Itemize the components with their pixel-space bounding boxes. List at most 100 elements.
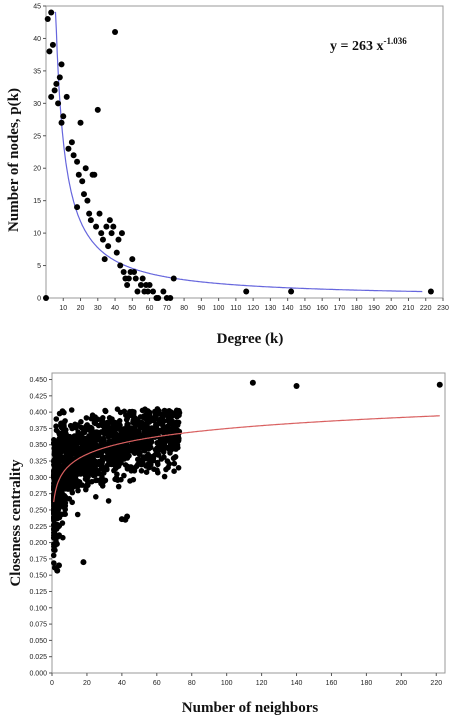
data-point (67, 422, 74, 429)
data-point (120, 269, 127, 276)
data-point (175, 465, 182, 471)
data-point (87, 217, 94, 224)
data-point (94, 106, 101, 113)
data-point (55, 523, 62, 530)
data-point (99, 440, 105, 447)
x-tick-label: 70 (163, 305, 171, 312)
y-tick-label: 0.450 (29, 377, 47, 384)
y-tick-label: 0.075 (29, 622, 47, 629)
data-point (75, 487, 81, 494)
data-point (56, 74, 63, 81)
data-point (77, 119, 84, 126)
y-tick-label: 35 (33, 68, 41, 75)
data-point (94, 437, 100, 443)
y-tick-label: 0 (37, 296, 41, 303)
x-axis-title: Number of neighbors (182, 700, 319, 716)
data-point (92, 432, 99, 439)
data-point (115, 236, 122, 243)
data-point (51, 509, 57, 516)
closeness-centrality-plot: 0.000 0.025 0.050 0.075 0.100 0.125 0.150 0.175… (8, 372, 446, 716)
plot-frame (45, 5, 444, 299)
x-tick-label: 220 (430, 680, 442, 687)
data-point (134, 288, 141, 295)
data-point (155, 452, 162, 458)
data-point (139, 275, 146, 282)
data-point (71, 471, 77, 478)
data-point (125, 275, 132, 282)
data-point (167, 295, 174, 301)
data-point (154, 445, 160, 451)
data-point (154, 459, 161, 466)
data-point (60, 433, 67, 440)
data-point (68, 407, 75, 413)
x-tick-label: 90 (197, 305, 205, 312)
data-point (155, 295, 162, 301)
x-tick-label: 200 (395, 680, 407, 687)
data-point (158, 456, 165, 462)
data-point (54, 473, 61, 479)
data-point (53, 461, 59, 468)
x-tick-label: 80 (180, 305, 188, 312)
data-point (80, 191, 87, 198)
data-point (117, 262, 124, 269)
data-point (130, 419, 136, 426)
data-point (174, 422, 181, 428)
data-point (88, 469, 94, 476)
y-tick-label: 0.175 (29, 556, 47, 563)
y-tick-label: 0.000 (29, 671, 47, 678)
y-tick-label: 0.200 (29, 540, 47, 547)
y-tick-label: 0.400 (29, 410, 47, 417)
data-point (46, 48, 53, 55)
data-point (105, 460, 112, 467)
data-point (169, 435, 175, 441)
data-point (68, 483, 75, 490)
data-point (155, 409, 161, 415)
data-point (83, 466, 90, 473)
data-point (105, 243, 112, 250)
data-point (104, 448, 110, 454)
data-point (125, 435, 131, 442)
data-point (76, 480, 82, 487)
data-point (103, 223, 110, 230)
x-axis-title: Degree (k) (217, 331, 284, 347)
data-point (124, 441, 130, 448)
x-tick-label: 80 (188, 680, 196, 687)
data-point (104, 428, 111, 435)
x-tick-label: 0 (50, 680, 54, 687)
data-point (44, 15, 51, 22)
data-point (151, 466, 157, 472)
data-point (436, 381, 443, 388)
data-point (161, 473, 168, 480)
data-point (123, 425, 130, 432)
data-point (166, 427, 172, 434)
data-point (146, 464, 152, 471)
data-point (79, 178, 86, 185)
data-point (172, 454, 179, 460)
data-point (124, 513, 131, 520)
closeness-centrality-chart: 0.000 0.025 0.050 0.075 0.100 0.125 0.150 0.175… (0, 365, 458, 717)
data-point (143, 469, 150, 475)
data-point (91, 443, 97, 450)
data-point (85, 425, 92, 431)
data-point (106, 217, 113, 224)
data-point (61, 409, 67, 416)
data-point (75, 171, 82, 178)
data-point (106, 438, 113, 444)
x-tick-label: 140 (291, 680, 303, 687)
data-point (93, 223, 100, 230)
data-point (99, 236, 106, 243)
x-tick-label: 100 (221, 680, 233, 687)
data-point (75, 429, 81, 435)
data-point (128, 464, 134, 470)
data-point (83, 472, 89, 478)
y-tick-label: 0.250 (29, 507, 47, 514)
data-point (137, 425, 144, 431)
data-point (160, 449, 167, 455)
data-point (51, 522, 57, 528)
y-tick-label: 45 (33, 4, 41, 11)
x-tick-label: 100 (213, 305, 225, 312)
degree-distribution-plot: 0 5 10 15 20 25 30 35 40 45 10 20 30 40 50 60 70 80 90 100 1… (6, 4, 449, 348)
x-tick-label: 180 (361, 680, 373, 687)
data-point (160, 288, 167, 295)
data-point (59, 423, 66, 430)
